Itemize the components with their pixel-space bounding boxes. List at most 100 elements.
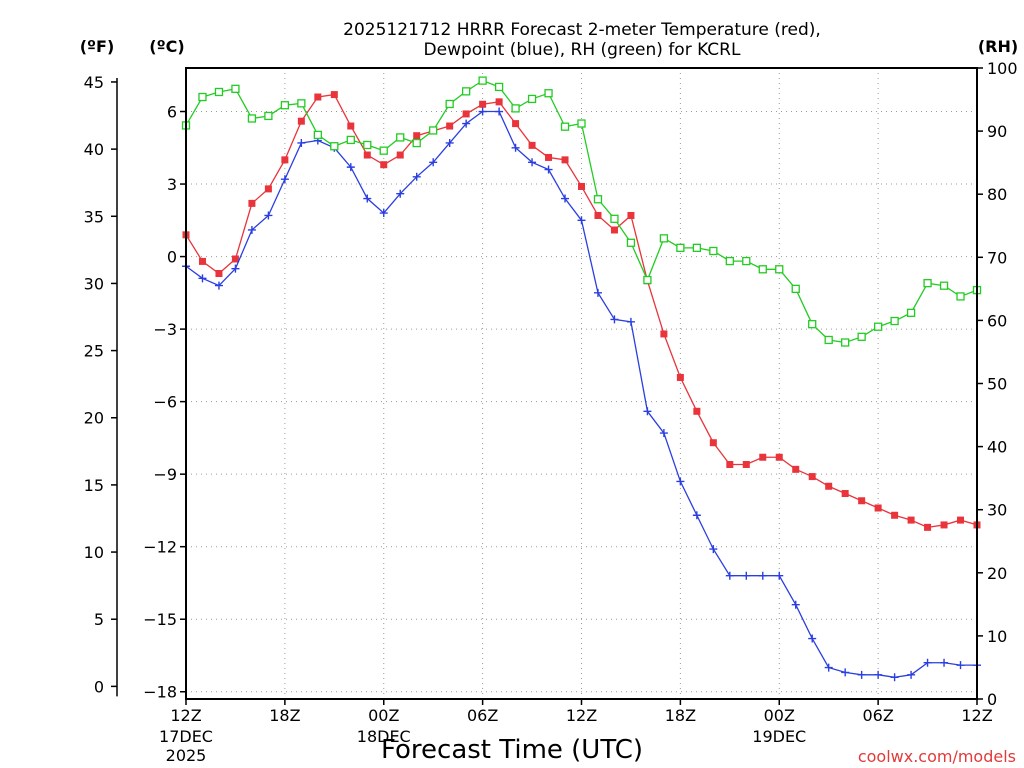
credit-label[interactable]: coolwx.com/models — [858, 747, 1016, 766]
dewpoint-point — [264, 211, 273, 220]
fahrenheit-tick-label: 10 — [84, 543, 104, 562]
dewpoint-point — [511, 143, 520, 152]
fahrenheit-tick-label: 20 — [84, 409, 104, 428]
rh-point — [824, 335, 833, 345]
rh-point — [742, 256, 751, 266]
dewpoint-point — [396, 189, 405, 198]
rh-point — [791, 284, 800, 294]
celsius-tick-label: −3 — [153, 320, 177, 339]
dewpoint-point — [725, 571, 734, 580]
rh-point — [429, 126, 438, 135]
rh-tick-label: 80 — [987, 185, 1007, 204]
rh-point — [610, 214, 619, 223]
rh-point — [214, 87, 224, 97]
temperature-point — [314, 93, 322, 101]
rh-point — [445, 99, 454, 109]
fahrenheit-tick-label: 15 — [84, 476, 104, 495]
dewpoint-point — [643, 407, 652, 416]
rh-point — [676, 243, 685, 252]
temperature-point — [512, 120, 520, 128]
rh-point — [692, 243, 702, 252]
temperature-point — [495, 98, 503, 106]
fahrenheit-tick-label: 5 — [94, 610, 104, 629]
temperature-point — [808, 473, 816, 481]
dewpoint-point — [346, 163, 355, 172]
temperature-point — [479, 100, 487, 108]
temperature-point — [627, 211, 635, 219]
rh-point — [758, 265, 767, 274]
temperature-point — [545, 153, 553, 161]
dewpoint-point — [824, 663, 833, 672]
rh-point — [494, 82, 504, 92]
temperature-point — [248, 199, 256, 207]
gridlines — [186, 68, 977, 699]
temperature-point — [874, 504, 882, 512]
temperature-point — [676, 373, 684, 381]
celsius-tick-label: 3 — [167, 175, 177, 194]
fahrenheit-tick-label: 45 — [84, 73, 104, 92]
dewpoint-point — [874, 670, 883, 679]
temperature-point — [347, 122, 355, 130]
temperature-point — [413, 132, 421, 140]
x-axis-title: Forecast Time (UTC) — [381, 735, 643, 765]
time-tick-label: 00Z — [764, 706, 795, 725]
rh-point — [264, 111, 273, 121]
rh-point — [231, 84, 240, 93]
dewpoint-point — [429, 158, 438, 167]
dewpoint-point — [544, 165, 553, 174]
time-tick-label: 12Z — [961, 706, 992, 725]
rh-point — [808, 320, 817, 329]
rh-point — [560, 122, 570, 131]
rh-tick-label: 10 — [987, 627, 1007, 646]
temperature-point — [578, 182, 585, 190]
temperature-point — [693, 407, 701, 415]
dewpoint-point — [247, 225, 256, 234]
temperature-series — [182, 91, 981, 531]
rh-point — [775, 265, 784, 274]
temperature-point — [446, 122, 454, 130]
temperature-point — [660, 330, 668, 338]
temperature-point — [380, 161, 388, 169]
rh-point — [511, 104, 520, 113]
temperature-point — [610, 226, 618, 234]
dewpoint-point — [528, 158, 537, 167]
dewpoint-point — [676, 477, 685, 486]
dewpoint-point — [577, 216, 586, 225]
date-tick-label: 17DEC — [159, 727, 213, 746]
temperature-point — [924, 523, 932, 531]
rh-unit-label: (RH) — [978, 37, 1018, 56]
dewpoint-point — [857, 670, 866, 679]
dewpoint-point — [709, 545, 718, 554]
dewpoint-point — [956, 661, 965, 670]
rh-tick-label: 90 — [987, 122, 1007, 141]
temperature-point — [825, 482, 833, 490]
rh-point — [379, 146, 388, 155]
dewpoint-point — [412, 172, 421, 181]
celsius-tick-label: −6 — [153, 393, 177, 412]
temperature-point — [841, 490, 849, 498]
temperature-point — [594, 211, 602, 219]
time-tick-label: 06Z — [467, 706, 498, 725]
celsius-tick-label: 6 — [167, 103, 177, 122]
celsius-tick-label: 0 — [167, 248, 177, 267]
temperature-point — [957, 516, 965, 524]
fahrenheit-tick-label: 40 — [84, 140, 104, 159]
chart-title-line1: 2025121712 HRRR Forecast 2-meter Tempera… — [343, 20, 821, 40]
celsius-tick-label: −9 — [153, 465, 177, 484]
rh-tick-label: 30 — [987, 501, 1007, 520]
dewpoint-point — [610, 315, 619, 324]
time-tick-label: 18Z — [269, 706, 300, 725]
dewpoint-point — [462, 119, 471, 128]
temperature-point — [759, 453, 767, 461]
temperature-point — [264, 185, 272, 193]
temperature-point — [281, 156, 289, 164]
plot-frame — [185, 67, 978, 700]
temperature-point — [726, 460, 734, 468]
fahrenheit-tick-label: 30 — [84, 274, 104, 293]
temperature-point — [297, 117, 305, 125]
dewpoint-point — [478, 107, 487, 116]
rh-point — [643, 275, 652, 285]
rh-point — [923, 279, 932, 288]
